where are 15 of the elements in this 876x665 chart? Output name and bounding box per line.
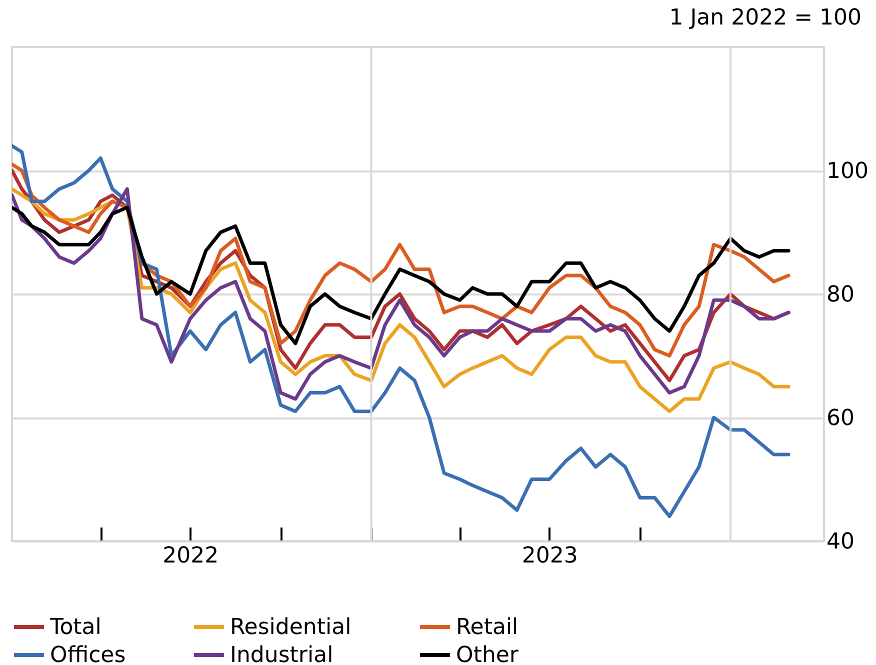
legend-label: Industrial [230, 643, 334, 665]
y-tick-label: 60 [826, 406, 854, 431]
line-series [12, 206, 790, 346]
y-tick-label: 80 [826, 282, 854, 308]
y-tick-label: 100 [826, 159, 868, 184]
legend-label: Total [49, 615, 102, 640]
y-axis-title: 1 Jan 2022 = 100 [669, 6, 862, 30]
legend-label: Residential [230, 615, 352, 640]
x-tick-label: 2022 [162, 544, 219, 568]
legend-label: Other [456, 643, 520, 665]
y-tick-label: 40 [826, 530, 854, 554]
x-tick-label: 2023 [522, 544, 578, 568]
line-series [12, 144, 790, 518]
legend-label: Offices [50, 643, 126, 665]
legend-label: Retail [456, 615, 518, 640]
